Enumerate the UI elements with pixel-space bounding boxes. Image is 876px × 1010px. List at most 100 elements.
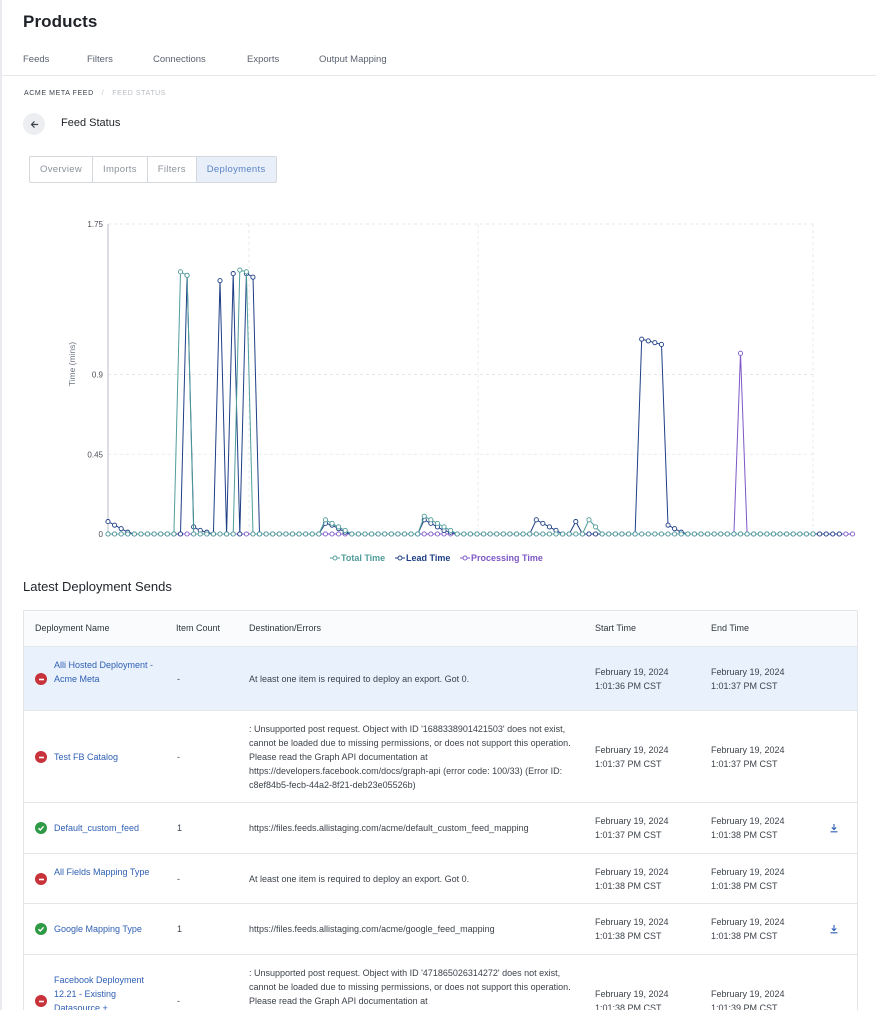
data-point: [177, 531, 184, 537]
data-point: [461, 531, 467, 537]
data-point: [823, 531, 829, 537]
start-time: February 19, 2024 1:01:36 PM CST: [595, 667, 669, 691]
data-point: [408, 531, 414, 537]
data-point: [158, 531, 164, 537]
deployment-name-link[interactable]: Google Mapping Type: [54, 924, 142, 934]
download-icon[interactable]: [829, 823, 839, 833]
col-start-time[interactable]: Start Time: [595, 623, 637, 633]
deployment-name-link[interactable]: Default_custom_feed: [54, 823, 140, 833]
table-row[interactable]: Facebook Deployment 12.21 - Existing Dat…: [24, 955, 857, 1010]
subtab-overview[interactable]: Overview: [30, 157, 93, 182]
data-point: [843, 531, 849, 537]
back-button[interactable]: [23, 113, 45, 135]
data-point: [171, 531, 177, 537]
table-row[interactable]: Test FB Catalog - : Unsupported post req…: [24, 711, 857, 803]
table-row[interactable]: Alli Hosted Deployment - Acme Meta - At …: [24, 647, 857, 711]
data-point: [151, 531, 157, 537]
end-time: February 19, 2024 1:01:38 PM CST: [711, 917, 785, 941]
tab-output-mapping[interactable]: Output Mapping: [319, 54, 387, 65]
data-point: [685, 531, 691, 537]
data-point: [658, 531, 665, 537]
subtab-deployments[interactable]: Deployments: [196, 157, 276, 182]
tab-exports[interactable]: Exports: [247, 54, 280, 65]
data-point: [421, 531, 427, 537]
subtab-filters[interactable]: Filters: [148, 157, 197, 182]
destination-url[interactable]: https://files.feeds.allistaging.com/acme…: [249, 823, 529, 833]
data-point: [546, 531, 552, 537]
data-point: [553, 531, 559, 537]
download-icon[interactable]: [829, 924, 839, 934]
data-point: [322, 517, 328, 523]
data-point: [691, 531, 697, 537]
tab-filters[interactable]: Filters: [87, 54, 113, 65]
data-point: [579, 531, 585, 537]
data-point: [204, 531, 210, 537]
table-row[interactable]: Default_custom_feed 1 https://files.feed…: [24, 803, 857, 854]
breadcrumb-parent[interactable]: ACME META FEED: [24, 90, 94, 97]
table-row[interactable]: All Fields Mapping Type - At least one i…: [24, 854, 857, 904]
data-point: [790, 531, 796, 537]
data-point: [210, 531, 216, 537]
data-point: [566, 531, 572, 537]
legend-swatch-point: [332, 555, 338, 561]
table-title: Latest Deployment Sends: [23, 579, 172, 594]
data-point: [421, 513, 427, 519]
data-point: [487, 531, 493, 537]
tab-connections[interactable]: Connections: [153, 54, 206, 65]
data-point: [369, 531, 375, 537]
data-point: [428, 531, 434, 537]
success-status-icon: [35, 822, 47, 834]
data-point: [481, 531, 487, 537]
data-point: [395, 531, 401, 537]
data-point: [164, 531, 170, 537]
end-time: February 19, 2024 1:01:37 PM CST: [711, 667, 785, 691]
data-point: [494, 531, 500, 537]
deployment-name-link[interactable]: Test FB Catalog: [54, 752, 119, 762]
y-tick-label: 1.75: [87, 220, 103, 229]
data-point: [296, 531, 302, 537]
legend-swatch-point: [462, 555, 468, 561]
col-destination[interactable]: Destination/Errors: [249, 623, 322, 633]
data-point: [803, 531, 809, 537]
data-point: [105, 519, 111, 525]
data-point: [764, 531, 770, 537]
data-point: [336, 524, 342, 530]
destination-url[interactable]: https://files.feeds.allistaging.com/acme…: [249, 924, 495, 934]
data-point: [105, 531, 111, 537]
data-point: [342, 527, 348, 534]
data-point: [289, 531, 296, 537]
table-row[interactable]: Google Mapping Type 1 https://files.feed…: [24, 904, 857, 955]
data-point: [797, 531, 803, 537]
page-title: Products: [23, 12, 98, 31]
deployment-name-link[interactable]: Facebook Deployment 12.21 - Existing Dat…: [54, 975, 145, 1010]
end-time: February 19, 2024 1:01:38 PM CST: [711, 816, 785, 840]
data-point: [546, 524, 552, 530]
col-end-time[interactable]: End Time: [711, 623, 750, 633]
arrow-left-icon: [30, 120, 38, 128]
tab-feeds[interactable]: Feeds: [23, 54, 50, 65]
data-point: [606, 531, 612, 537]
deployment-name-link[interactable]: Alli Hosted Deployment - Acme Meta: [54, 660, 154, 684]
data-point: [711, 531, 717, 537]
col-deployment-name[interactable]: Deployment Name: [35, 623, 110, 633]
destination-text: At least one item is required to deploy …: [249, 874, 470, 884]
start-time: February 19, 2024 1:01:38 PM CST: [595, 989, 669, 1010]
end-time: February 19, 2024 1:01:37 PM CST: [711, 745, 785, 769]
subtab-imports[interactable]: Imports: [93, 157, 148, 182]
start-time: February 19, 2024 1:01:37 PM CST: [595, 745, 669, 769]
data-point: [336, 531, 342, 537]
data-point: [513, 531, 520, 537]
data-point: [230, 271, 236, 277]
data-point: [645, 531, 651, 537]
data-point: [237, 531, 243, 537]
data-point: [770, 531, 777, 537]
deployment-name-link[interactable]: All Fields Mapping Type: [54, 867, 150, 877]
data-point: [388, 531, 394, 537]
data-point: [658, 341, 665, 348]
data-point: [467, 531, 473, 537]
data-point: [349, 531, 355, 537]
data-point: [705, 531, 711, 537]
start-time: February 19, 2024 1:01:38 PM CST: [595, 917, 669, 941]
col-item-count[interactable]: Item Count: [176, 623, 221, 633]
data-point: [243, 269, 249, 275]
